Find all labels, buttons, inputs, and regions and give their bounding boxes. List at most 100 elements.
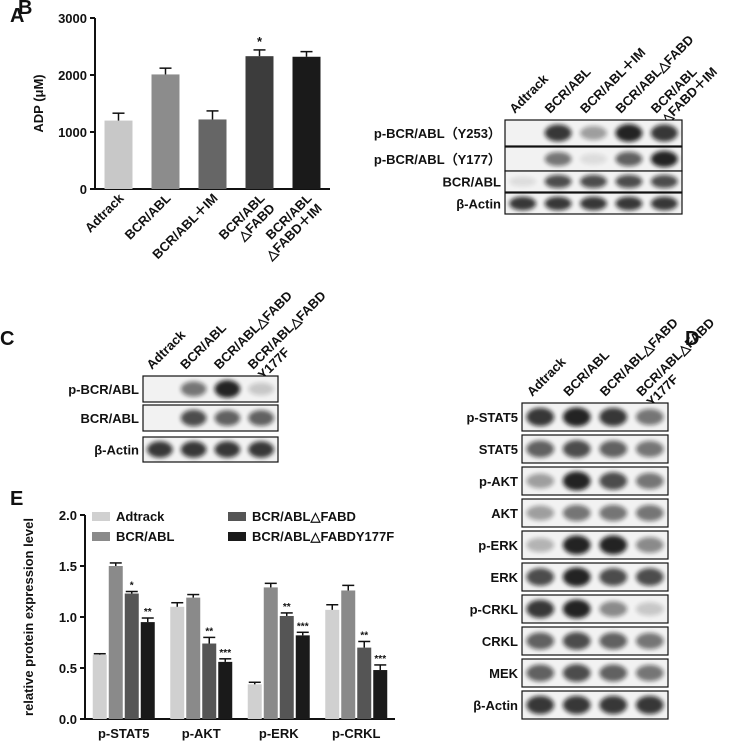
- blot-band: [615, 196, 643, 211]
- error-bar: [280, 612, 293, 616]
- bar: [170, 606, 185, 719]
- error-bar: [109, 562, 122, 566]
- row-label: MEK: [489, 666, 519, 681]
- bar: [325, 609, 340, 719]
- blot-band: [599, 632, 628, 650]
- bar: [279, 615, 294, 719]
- blot-band: [214, 410, 241, 426]
- blot-band: [180, 441, 207, 458]
- bar: [245, 56, 274, 189]
- y-tick-label: 3000: [58, 11, 87, 26]
- row-label: p-ERK: [478, 538, 518, 553]
- significance: *: [130, 581, 134, 592]
- blot-band: [635, 504, 664, 522]
- row-label: STAT5: [479, 442, 518, 457]
- error-bar: [253, 49, 266, 57]
- error-bar: [248, 681, 261, 685]
- x-tick-label: Adtrack: [82, 190, 127, 235]
- error-bar: [171, 601, 184, 607]
- legend-swatch: [92, 512, 110, 521]
- bar: [198, 119, 227, 189]
- blot-band: [509, 196, 537, 211]
- panel-label: D: [685, 328, 699, 350]
- blot-band: [526, 473, 555, 489]
- bar: [341, 590, 356, 719]
- blot-band: [599, 601, 628, 617]
- blot-band: [562, 664, 591, 682]
- bar: [247, 684, 262, 719]
- row-label: p-STAT5: [466, 410, 518, 425]
- error-bar: [159, 67, 172, 75]
- blot-band: [526, 537, 555, 553]
- blot-band: [526, 632, 555, 650]
- legend-label: Adtrack: [116, 509, 165, 524]
- blot-band: [214, 441, 241, 458]
- significance: **: [283, 602, 291, 613]
- blot-band: [635, 440, 664, 458]
- blot-band: [615, 151, 643, 167]
- blot-band: [562, 632, 591, 650]
- row-label: β-Actin: [456, 197, 501, 212]
- blot-band: [650, 150, 678, 168]
- bar: [104, 120, 133, 189]
- bar: [202, 643, 217, 719]
- bar: [92, 654, 107, 719]
- blot-band: [248, 382, 274, 396]
- blot-band: [599, 472, 628, 490]
- row-label: BCR/ABL: [443, 175, 502, 190]
- blot-band: [526, 440, 555, 458]
- blot-band: [580, 196, 607, 211]
- y-axis-label: ADP (μM): [31, 74, 46, 132]
- significance: *: [257, 34, 263, 49]
- x-tick-label: p-STAT5: [98, 726, 150, 741]
- panel-label: E: [10, 488, 23, 510]
- error-bar: [93, 652, 106, 655]
- bar: [151, 74, 180, 189]
- legend-label: BCR/ABL△FABDY177F: [252, 529, 394, 544]
- blot-band: [562, 567, 591, 587]
- blot-band: [544, 124, 572, 142]
- blot-band: [248, 410, 274, 426]
- y-tick-label: 0.0: [59, 712, 77, 727]
- blot-band: [650, 196, 678, 211]
- panel-label: B: [18, 0, 32, 19]
- lane-label: BCR/ABL△FABDY177F: [633, 315, 727, 409]
- blot-band: [526, 664, 555, 682]
- error-bar: [203, 636, 216, 644]
- x-label-group: Adtrack: [82, 190, 127, 235]
- blot-band: [509, 176, 537, 187]
- y-tick-label: 1.5: [59, 559, 77, 574]
- panel-label: A: [10, 5, 24, 27]
- blot-band: [635, 695, 664, 715]
- error-bar: [206, 110, 219, 120]
- row-label: β-Actin: [94, 443, 139, 458]
- x-tick-label: p-AKT: [182, 726, 221, 741]
- error-bar: [125, 590, 138, 594]
- blot-band: [180, 409, 207, 427]
- row-label: p-CRKL: [470, 602, 518, 617]
- error-bar: [141, 617, 154, 623]
- legend-swatch: [228, 512, 246, 521]
- blot-band: [526, 695, 555, 715]
- blot-band: [599, 504, 628, 522]
- bar: [186, 597, 201, 719]
- row-label: p-BCR/ABL: [68, 382, 139, 397]
- blot-band: [650, 174, 678, 189]
- blot-band: [599, 535, 628, 555]
- blot-band: [615, 174, 643, 189]
- blot-band: [599, 407, 628, 427]
- legend-swatch: [92, 532, 110, 541]
- blot-band: [562, 504, 591, 522]
- blot-band: [599, 664, 628, 682]
- blot-band: [615, 124, 643, 142]
- error-bar: [219, 658, 232, 662]
- row-label: ERK: [491, 570, 519, 585]
- error-bar: [264, 582, 277, 588]
- x-label-group: BCR/ABL△FABD: [216, 190, 278, 244]
- y-axis-label: relative protein expression level: [21, 518, 36, 716]
- error-bar: [300, 50, 313, 57]
- blot-band: [635, 664, 664, 682]
- lane-label: BCR/ABL△FABDY177F: [245, 288, 339, 382]
- significance: **: [205, 626, 213, 637]
- blot-band: [635, 537, 664, 553]
